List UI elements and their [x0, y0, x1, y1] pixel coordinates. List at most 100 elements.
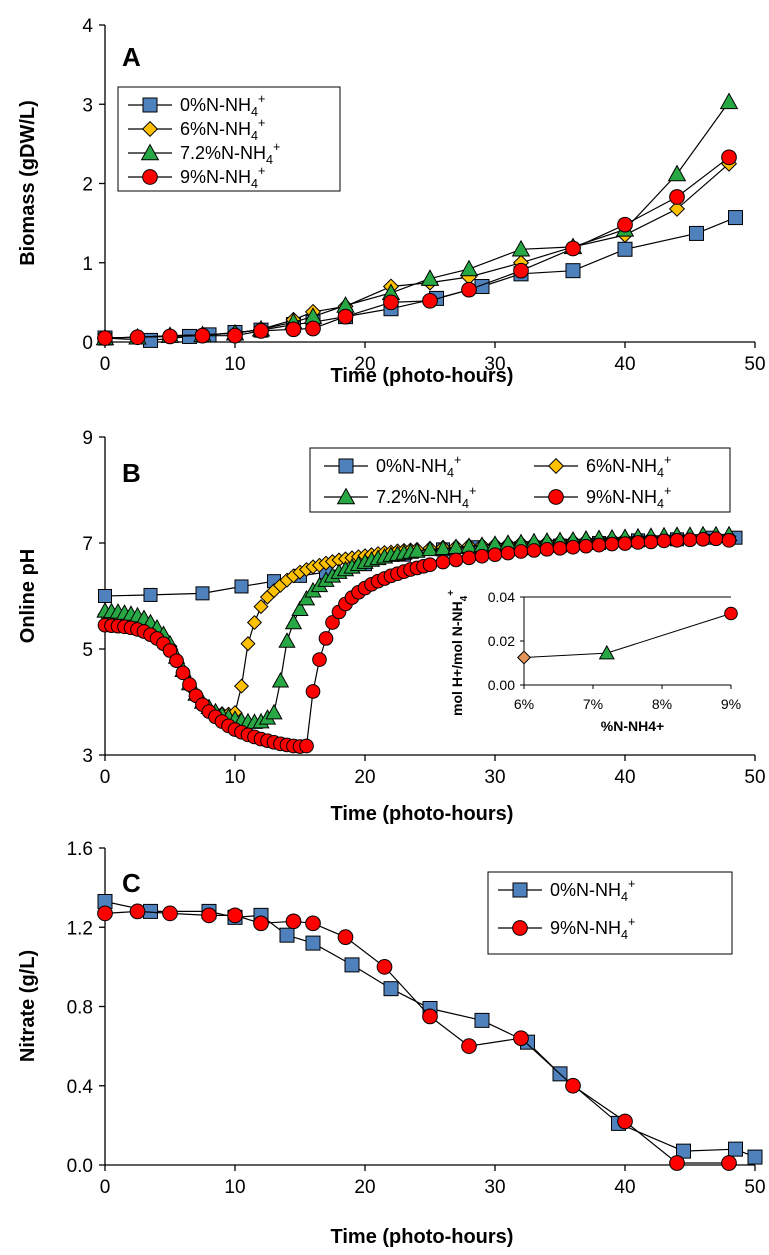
data-point	[325, 615, 340, 630]
data-point	[656, 533, 672, 549]
data-point	[265, 703, 283, 720]
data-point	[630, 535, 646, 550]
data-point	[271, 671, 290, 688]
legend-box	[309, 447, 731, 513]
panel-letter: C	[122, 868, 141, 898]
data-point	[253, 323, 269, 339]
data-point	[201, 907, 217, 924]
y-tick-label: 1.2	[67, 918, 93, 939]
data-point	[143, 587, 158, 602]
y-tick-label: 1	[82, 254, 93, 275]
legend-marker	[142, 169, 158, 185]
data-point	[175, 665, 191, 681]
legend-marker	[141, 120, 159, 138]
data-point	[565, 1077, 581, 1094]
data-point	[719, 92, 739, 110]
y-tick-label: 0	[82, 333, 93, 354]
y-tick-label: 3	[82, 95, 93, 116]
inset-y-tick-label: 0.04	[488, 589, 515, 605]
data-point	[689, 225, 704, 241]
data-point	[305, 684, 321, 699]
data-point	[747, 1149, 763, 1165]
data-point	[420, 269, 440, 286]
data-point	[312, 652, 327, 667]
data-point	[284, 613, 303, 630]
x-axis-label: Time (photo-hours)	[331, 803, 514, 825]
data-point	[279, 927, 295, 943]
legend-marker	[140, 143, 160, 161]
data-point	[513, 544, 529, 559]
legend: 0%N-NH4+ 6%N-NH4+ 7.2%N-NH4+ 9%N-NH4+	[309, 447, 731, 513]
data-point	[337, 929, 354, 946]
legend-marker	[338, 458, 354, 474]
data-point	[669, 189, 685, 205]
data-point	[591, 537, 607, 553]
data-point	[513, 262, 529, 279]
panel-letter: A	[122, 42, 141, 72]
x-axis-label: Time (photo-hours)	[331, 365, 514, 387]
data-point	[565, 263, 581, 279]
data-point	[676, 1143, 691, 1159]
legend-label: 6%N-NH4+	[180, 116, 265, 143]
legend-marker	[512, 920, 528, 936]
data-point	[643, 534, 659, 550]
data-point	[194, 327, 211, 344]
y-axis-label: Nitrate (g/L)	[17, 950, 39, 1062]
y-tick-label: 1.6	[67, 839, 93, 860]
x-tick-label: 20	[354, 767, 375, 788]
y-tick-label: 3	[82, 746, 93, 767]
data-point	[728, 1141, 743, 1157]
y-tick-label: 0.0	[67, 1156, 93, 1177]
data-point	[474, 548, 490, 564]
data-point	[143, 332, 158, 348]
legend-label: 9%N-NH4+	[180, 164, 265, 191]
y-tick-label: 9	[82, 428, 93, 449]
data-point	[227, 327, 243, 344]
inset-x-tick-label: 7%	[583, 696, 603, 712]
legend-marker	[548, 489, 564, 505]
legend-label: 7.2%N-NH4+	[180, 140, 280, 167]
data-point	[299, 738, 314, 754]
data-point	[233, 678, 250, 694]
series-circle	[97, 903, 737, 1171]
data-point	[669, 533, 685, 548]
data-point	[291, 600, 309, 616]
data-point	[459, 259, 479, 277]
data-point	[240, 636, 256, 652]
data-point	[422, 557, 438, 573]
inset-chart: 0.00 0.02 0.04 6% 7% 8% 9% %N-NH4+ mol H+/mol N-…	[440, 585, 745, 734]
data-point	[461, 1038, 477, 1054]
data-point	[234, 579, 249, 594]
data-point	[305, 935, 321, 951]
series-line	[104, 217, 736, 342]
data-point	[344, 957, 360, 973]
legend-label: 7.2%N-NH4+	[376, 484, 476, 511]
inset-x-axis-label: %N-NH4+	[601, 718, 664, 734]
data-point	[195, 586, 210, 601]
inset-y-tick-label: 0.00	[488, 677, 515, 693]
series-circle	[97, 531, 737, 754]
data-point	[526, 543, 542, 558]
data-point	[728, 210, 743, 226]
y-tick-label: 5	[82, 640, 93, 661]
x-tick-label: 40	[614, 354, 635, 375]
data-point	[667, 164, 687, 182]
x-axis-label: Time (photo-hours)	[331, 1226, 514, 1248]
y-tick-label: 2	[82, 175, 93, 196]
data-point	[318, 631, 334, 646]
inset-x-tick-label: 9%	[721, 696, 741, 712]
legend-label: 9%N-NH4+	[586, 484, 671, 511]
data-point	[668, 200, 686, 217]
inset-y-axis-label: mol H+/mol N-NH4+	[446, 590, 470, 716]
data-point	[97, 905, 113, 922]
x-tick-label: 50	[744, 767, 765, 788]
x-tick-label: 10	[224, 767, 245, 788]
data-point	[511, 239, 531, 257]
data-point	[669, 1155, 685, 1171]
inset-data-point	[724, 606, 738, 621]
x-tick-label: 40	[614, 1177, 635, 1198]
data-point	[98, 589, 112, 603]
data-point	[461, 550, 477, 566]
data-point	[500, 545, 516, 561]
x-tick-label: 30	[484, 767, 505, 788]
